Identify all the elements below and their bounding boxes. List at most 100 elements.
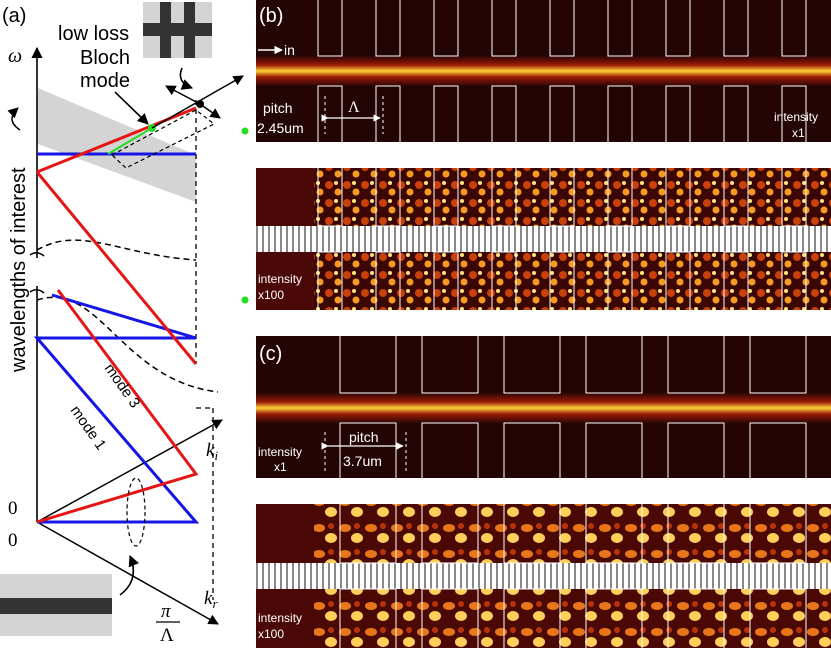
tooth-upper (607, 0, 633, 57)
tooth-upper (339, 504, 397, 564)
inset-label-line1: low loss (58, 23, 129, 45)
tooth-upper (665, 0, 691, 57)
intensity-c-bottom-2: x100 (258, 627, 284, 641)
pitch-c-label: pitch (349, 429, 379, 445)
lowloss-arrow (114, 91, 149, 125)
tooth-lower (503, 422, 561, 478)
tooth-lower (491, 251, 517, 310)
tooth-lower (375, 85, 401, 142)
mode1-lower-branch (33, 293, 200, 524)
intensity-b-bottom-1: intensity (258, 272, 302, 286)
panel-c: (c) intensity x1 pitch 3.7um intensity x… (256, 336, 831, 648)
kr-label: kr (204, 588, 218, 611)
tooth-upper (317, 168, 343, 227)
inset-label-line3: mode (80, 70, 130, 92)
pitch-c-value: 3.7um (343, 453, 382, 469)
panel-a: (a) ω wavelengths of interest kr ki 0 0 … (0, 2, 249, 646)
tooth-upper (503, 336, 561, 394)
panel-b: (b) in pitch 2.45um Λ intensity x1 inten… (256, 0, 831, 310)
panel-c-label: (c) (259, 343, 282, 365)
green-marker-1 (241, 127, 249, 135)
tooth-lower (549, 251, 575, 310)
panel-a-label: (a) (2, 5, 26, 27)
intensity-c-bottom-1: intensity (258, 611, 302, 625)
tooth-lower (781, 85, 807, 142)
tooth-lower (317, 85, 343, 142)
intensity-c-top-2: x1 (274, 460, 287, 474)
green-marker-2 (241, 296, 249, 304)
mode3-label: mode 3 (101, 361, 144, 412)
tooth-lower (607, 251, 633, 310)
tooth-lower (421, 588, 479, 648)
tooth-upper (549, 0, 575, 57)
tooth-upper (375, 0, 401, 57)
tooth-upper (317, 0, 343, 57)
periodic-teeth-b (317, 0, 807, 142)
lossy-band (38, 88, 196, 202)
mode3-upper-branch-2 (35, 171, 198, 365)
tooth-lower (607, 85, 633, 142)
tooth-lower (339, 422, 397, 478)
pitch-b-value: 2.45um (257, 120, 304, 136)
intensity-b-top-1: intensity (774, 110, 818, 124)
tooth-lower (503, 588, 561, 648)
tooth-upper (723, 0, 749, 57)
wavelength-bracket (7, 107, 21, 131)
tooth-upper (421, 504, 479, 564)
tooth-lower (421, 422, 479, 478)
loss-ellipse (126, 477, 146, 547)
tooth-lower (585, 588, 643, 648)
tooth-upper (503, 504, 561, 564)
zero-top: 0 (8, 498, 18, 519)
tooth-upper (433, 168, 459, 227)
kr-axis (36, 521, 219, 625)
tooth-lower (339, 588, 397, 648)
tooth-upper (585, 504, 643, 564)
tooth-lower (375, 251, 401, 310)
tooth-lower (665, 85, 691, 142)
bloch-mode-icon (143, 2, 212, 58)
tooth-upper (723, 168, 749, 227)
tooth-upper (339, 336, 397, 394)
tooth-lower (433, 85, 459, 142)
tooth-upper (749, 504, 807, 564)
pitch-b-lambda: Λ (348, 99, 360, 116)
mode1-label: mode 1 (67, 403, 110, 454)
omega-axis-label: ω (8, 45, 22, 67)
tooth-upper (585, 336, 643, 394)
tooth-upper (491, 0, 517, 57)
ki-label: ki (206, 440, 218, 463)
tooth-lower (781, 251, 807, 310)
intensity-b-bottom-2: x100 (258, 288, 284, 302)
intensity-c-top-1: intensity (258, 445, 302, 459)
tooth-lower (665, 251, 691, 310)
tooth-lower (667, 422, 725, 478)
panel-b-label: (b) (259, 5, 283, 27)
pi-label: π (161, 601, 171, 622)
inset-label-line2: Bloch (80, 47, 130, 69)
tooth-upper (665, 168, 691, 227)
tooth-upper (491, 168, 517, 227)
axis-break (29, 252, 45, 294)
waveguide-icon (0, 574, 112, 636)
tooth-lower (667, 588, 725, 648)
tooth-lower (549, 85, 575, 142)
wavelengths-label: wavelengths of interest (8, 167, 30, 373)
pitch-b-label: pitch (263, 100, 293, 116)
ki-axis (36, 419, 223, 523)
tooth-lower (585, 422, 643, 478)
tooth-upper (421, 336, 479, 394)
tooth-upper (667, 504, 725, 564)
tooth-upper (749, 336, 807, 394)
mode3-lower-branch (36, 289, 199, 524)
tooth-lower (491, 85, 517, 142)
in-label: in (284, 42, 295, 58)
tooth-upper (667, 336, 725, 394)
tooth-upper (433, 0, 459, 57)
zero-bottom: 0 (8, 530, 18, 551)
tooth-lower (723, 251, 749, 310)
tooth-lower (749, 422, 807, 478)
tooth-upper (549, 168, 575, 227)
tooth-lower (317, 251, 343, 310)
